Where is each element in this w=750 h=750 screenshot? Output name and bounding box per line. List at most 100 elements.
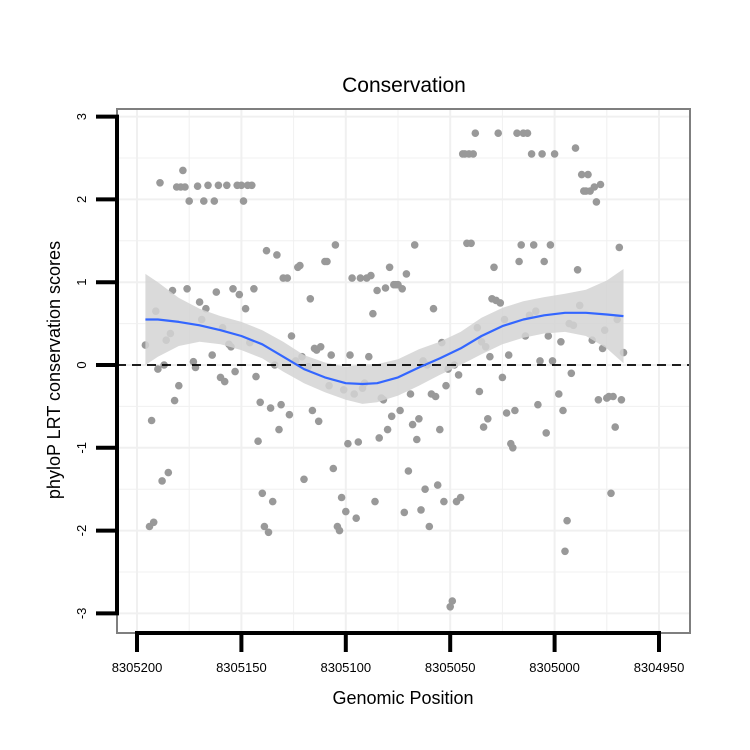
data-point [498, 373, 507, 382]
data-point [404, 467, 413, 475]
data-point [433, 481, 442, 489]
chart-title: Conservation [342, 74, 466, 97]
data-point [523, 129, 532, 137]
data-point [223, 181, 231, 190]
data-point [467, 239, 475, 248]
data-point [258, 489, 267, 498]
data-point [540, 257, 548, 266]
data-point [195, 298, 204, 306]
data-point [277, 400, 285, 409]
data-point [429, 304, 438, 313]
data-point [592, 198, 601, 206]
data-point [365, 352, 373, 361]
x-axis-label: Genomic Position [332, 688, 473, 708]
data-point [396, 406, 404, 415]
data-point [410, 241, 419, 249]
data-point [250, 285, 258, 293]
data-point [555, 390, 563, 398]
data-point [354, 438, 363, 446]
data-point [296, 261, 304, 270]
data-point [609, 392, 617, 401]
data-point [538, 150, 546, 158]
data-point [484, 415, 492, 423]
data-point [254, 437, 262, 446]
data-point [454, 371, 463, 379]
data-point [387, 412, 396, 421]
data-point [156, 179, 164, 187]
data-point [266, 404, 275, 412]
data-point [557, 338, 565, 346]
data-point [239, 197, 248, 205]
data-point [515, 257, 523, 266]
data-point [402, 270, 411, 278]
data-point [509, 444, 517, 452]
data-point [425, 522, 434, 531]
data-point [262, 246, 271, 255]
data-point [446, 603, 455, 611]
data-point [287, 332, 296, 340]
data-point [273, 251, 281, 259]
data-point [179, 166, 187, 175]
data-point [596, 180, 605, 189]
data-point [475, 387, 484, 396]
data-point [490, 263, 498, 272]
data-point [440, 497, 448, 506]
x-axis: 8305200 8305150 8305100 8305050 8305000 83049… [112, 631, 684, 675]
data-point [504, 351, 513, 359]
data-point [352, 514, 361, 522]
data-point [256, 398, 265, 407]
data-point [559, 406, 567, 415]
data-point [331, 241, 340, 249]
data-point [375, 434, 384, 442]
x-tick-label: 8305200 [112, 660, 163, 675]
data-point [421, 485, 429, 494]
data-point [594, 396, 603, 404]
data-point [400, 508, 409, 517]
y-tick-label: 3 [74, 113, 89, 120]
data-point [448, 597, 457, 605]
data-point [344, 439, 352, 448]
y-tick-label: -2 [74, 525, 89, 537]
data-point [436, 425, 444, 434]
data-point [193, 182, 202, 190]
data-point [511, 406, 519, 415]
data-point [208, 351, 216, 359]
data-point [471, 129, 480, 137]
data-point [536, 357, 544, 365]
data-point [617, 396, 626, 404]
data-point [494, 129, 503, 137]
data-point [479, 423, 488, 431]
data-point [283, 274, 292, 282]
data-point [164, 468, 173, 477]
data-point [314, 417, 323, 426]
data-point [442, 381, 450, 390]
data-point [210, 197, 219, 205]
data-point [214, 181, 223, 190]
data-point [567, 369, 576, 378]
data-point [496, 299, 505, 307]
data-point [369, 309, 377, 318]
y-axis-label: phyloP LRT conservation scores [44, 241, 64, 499]
data-point [548, 357, 557, 365]
y-axis: -3 -2 -1 0 1 2 3 [74, 113, 119, 619]
data-point [563, 516, 571, 525]
data-point [544, 332, 553, 340]
data-point [611, 423, 619, 431]
data-point [385, 263, 394, 272]
data-point [248, 181, 256, 190]
x-tick-label: 8305150 [216, 660, 267, 675]
data-point [200, 197, 208, 205]
data-point [381, 284, 390, 292]
data-point [175, 381, 183, 390]
data-point [550, 150, 559, 158]
data-point [158, 477, 166, 485]
data-point [348, 274, 356, 282]
data-point [189, 357, 198, 366]
data-point [183, 285, 191, 293]
data-point [264, 528, 273, 537]
data-point [542, 429, 550, 437]
x-tick-label: 8305050 [425, 660, 476, 675]
data-point [584, 170, 592, 179]
data-point [413, 435, 421, 444]
data-point [275, 425, 283, 434]
